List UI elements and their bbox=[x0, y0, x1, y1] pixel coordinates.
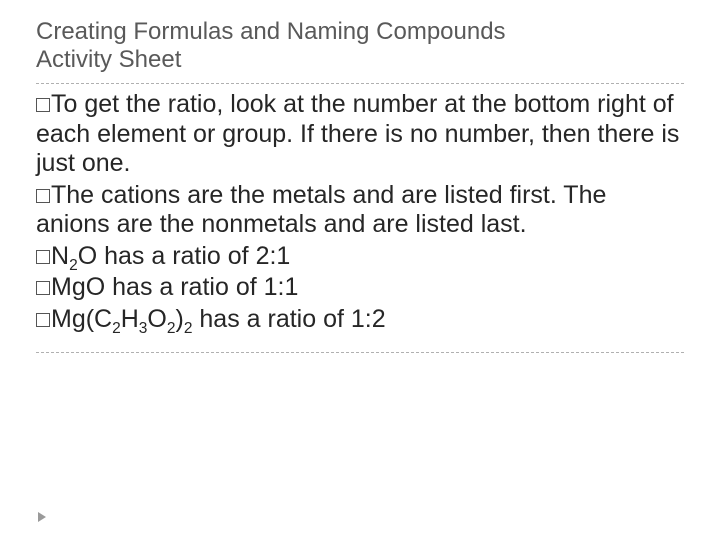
bullet-3-rest: has a ratio of 2:1 bbox=[97, 242, 290, 270]
title-divider bbox=[36, 83, 684, 84]
bullet-5-sub3: 2 bbox=[167, 320, 176, 337]
bullet-1-rest: get the ratio, look at the number at the… bbox=[36, 90, 679, 177]
bullet-5-lead: Mg(C bbox=[51, 305, 112, 333]
slide-body: To get the ratio, look at the number at … bbox=[36, 90, 684, 334]
title-line-1: Creating Formulas and Naming Compounds bbox=[36, 18, 506, 45]
bullet-5-sub1: 2 bbox=[112, 320, 121, 337]
bullet-2: The cations are the metals and are liste… bbox=[36, 181, 684, 240]
arrow-right-icon bbox=[38, 512, 46, 522]
slide-title: Creating Formulas and Naming Compounds A… bbox=[36, 18, 684, 81]
bullet-3-sub1: 2 bbox=[69, 257, 78, 274]
slide: Creating Formulas and Naming Compounds A… bbox=[0, 0, 720, 540]
bullet-4-lead: MgO bbox=[51, 273, 105, 301]
bullet-1: To get the ratio, look at the number at … bbox=[36, 90, 684, 179]
bullet-2-lead: The bbox=[51, 181, 94, 209]
checkbox-icon bbox=[36, 313, 50, 327]
footer-divider bbox=[36, 352, 684, 353]
title-line-2: Activity Sheet bbox=[36, 46, 181, 73]
checkbox-icon bbox=[36, 189, 50, 203]
checkbox-icon bbox=[36, 281, 50, 295]
bullet-3: N2O has a ratio of 2:1 bbox=[36, 242, 684, 272]
bullet-4-rest: has a ratio of 1:1 bbox=[105, 273, 298, 301]
bullet-5-m2: O bbox=[147, 305, 166, 333]
bullet-3-mid: O bbox=[78, 242, 97, 270]
bullet-1-lead: To bbox=[51, 90, 77, 118]
bullet-5-m1: H bbox=[121, 305, 139, 333]
checkbox-icon bbox=[36, 250, 50, 264]
bullet-4: MgO has a ratio of 1:1 bbox=[36, 273, 684, 303]
bullet-5-m3: ) bbox=[176, 305, 184, 333]
bullet-2-rest: cations are the metals and are listed fi… bbox=[36, 181, 606, 239]
bullet-5-rest: has a ratio of 1:2 bbox=[192, 305, 385, 333]
bullet-3-lead: N bbox=[51, 242, 69, 270]
checkbox-icon bbox=[36, 98, 50, 112]
bullet-5: Mg(C2H3O2)2 has a ratio of 1:2 bbox=[36, 305, 684, 335]
